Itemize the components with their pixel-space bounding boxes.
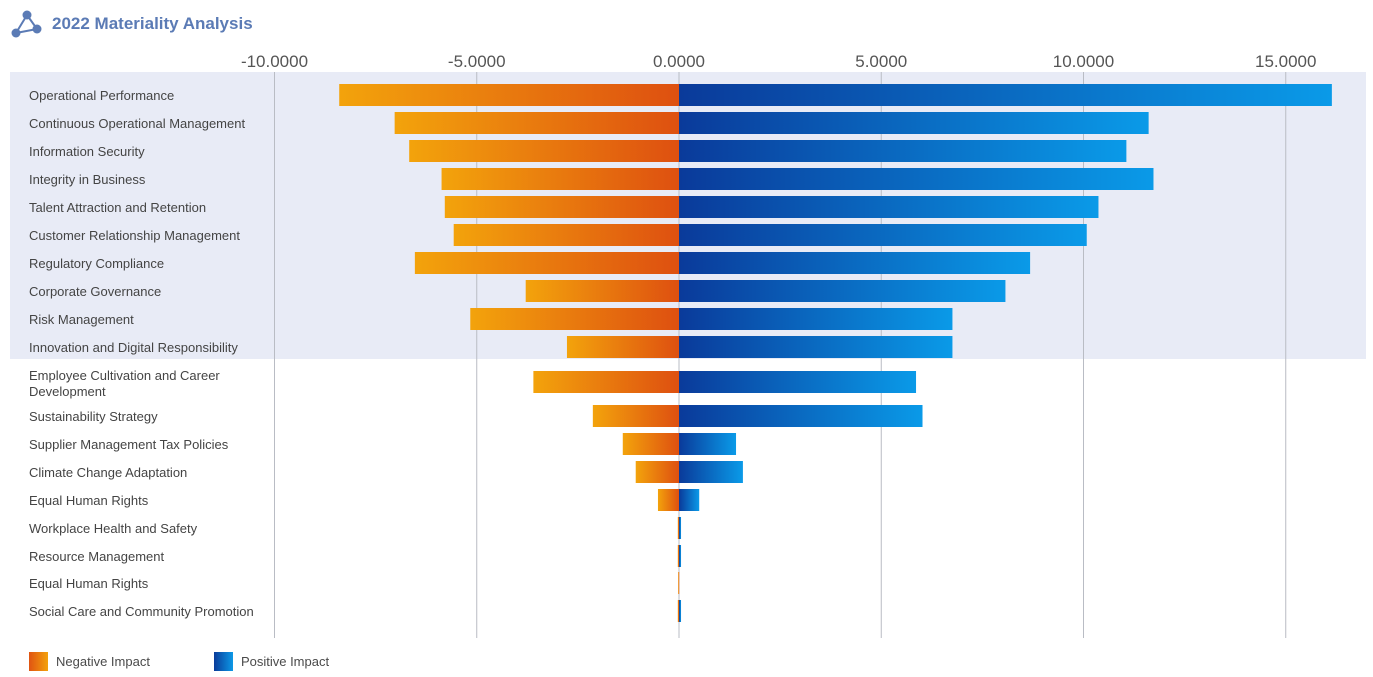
category-label: Talent Attraction and Retention (29, 200, 206, 215)
category-label: Integrity in Business (29, 172, 146, 187)
x-tick-label: -5.0000 (448, 52, 506, 71)
legend-negative-swatch (29, 652, 48, 671)
negative-bar (566, 336, 679, 358)
positive-bar (679, 336, 953, 358)
negative-bar (677, 545, 679, 567)
negative-bar (525, 280, 679, 302)
negative-bar (441, 168, 679, 190)
x-tick-label: -10.0000 (241, 52, 308, 71)
positive-bar (679, 371, 917, 393)
category-label: Regulatory Compliance (29, 256, 164, 271)
category-label: Information Security (29, 144, 145, 159)
positive-bar (679, 405, 923, 427)
chart-legend: Negative Impact Positive Impact (29, 652, 393, 671)
category-label: Sustainability Strategy (29, 409, 158, 424)
positive-bar (679, 224, 1087, 246)
legend-negative: Negative Impact (29, 652, 150, 671)
negative-bar (635, 461, 679, 483)
positive-bar (679, 196, 1099, 218)
chart-title: 2022 Materiality Analysis (52, 14, 253, 33)
category-label: Corporate Governance (29, 284, 161, 299)
category-label: Workplace Health and Safety (29, 521, 198, 536)
positive-bar (679, 489, 700, 511)
positive-bar (679, 168, 1154, 190)
x-tick-label: 15.0000 (1255, 52, 1316, 71)
materiality-bar-chart: -10.0000 -5.0000 0.0000 5.0000 10.0000 15.000… (10, 52, 1366, 638)
positive-bar (679, 308, 953, 330)
x-tick-label: 0.0000 (653, 52, 705, 71)
negative-bar (470, 308, 679, 330)
positive-bar (679, 84, 1332, 106)
positive-bar (679, 461, 743, 483)
positive-bar (679, 140, 1127, 162)
negative-bar (394, 112, 679, 134)
category-label: Continuous Operational Management (29, 116, 245, 131)
category-label: Operational Performance (29, 88, 174, 103)
network-nodes-icon (10, 9, 42, 39)
positive-bar (679, 545, 682, 567)
legend-positive: Positive Impact (213, 652, 330, 671)
positive-bar (679, 280, 1006, 302)
negative-bar (409, 140, 679, 162)
x-tick-label: 5.0000 (855, 52, 907, 71)
category-label: Supplier Management Tax Policies (29, 437, 229, 452)
negative-bar (622, 433, 679, 455)
x-tick-label: 10.0000 (1053, 52, 1114, 71)
chart-header: 2022 Materiality Analysis (10, 9, 253, 39)
category-label: Climate Change Adaptation (29, 465, 187, 480)
negative-bar (677, 600, 679, 622)
positive-bar (679, 112, 1149, 134)
positive-bar (679, 433, 737, 455)
category-label: Social Care and Community Promotion (29, 604, 254, 619)
negative-bar (592, 405, 679, 427)
category-label: Equal Human Rights (29, 576, 149, 591)
category-label: Innovation and Digital Responsibility (29, 340, 238, 355)
negative-bar (453, 224, 679, 246)
legend-negative-label: Negative Impact (56, 654, 150, 669)
negative-bar (414, 252, 679, 274)
positive-bar (679, 252, 1031, 274)
category-label: Customer Relationship Management (29, 228, 240, 243)
negative-bar (533, 371, 679, 393)
negative-bar (657, 489, 679, 511)
negative-bar (677, 517, 679, 539)
negative-bar (678, 572, 680, 594)
category-label: Equal Human Rights (29, 493, 149, 508)
category-label: Employee Cultivation and Career Developme… (29, 368, 220, 399)
positive-bar (679, 517, 682, 539)
legend-positive-swatch (213, 652, 233, 671)
positive-bar (679, 600, 682, 622)
negative-bar (444, 196, 679, 218)
negative-bar (339, 84, 679, 106)
legend-positive-label: Positive Impact (240, 654, 330, 669)
category-label: Risk Management (29, 312, 134, 327)
category-label: Resource Management (29, 549, 165, 564)
